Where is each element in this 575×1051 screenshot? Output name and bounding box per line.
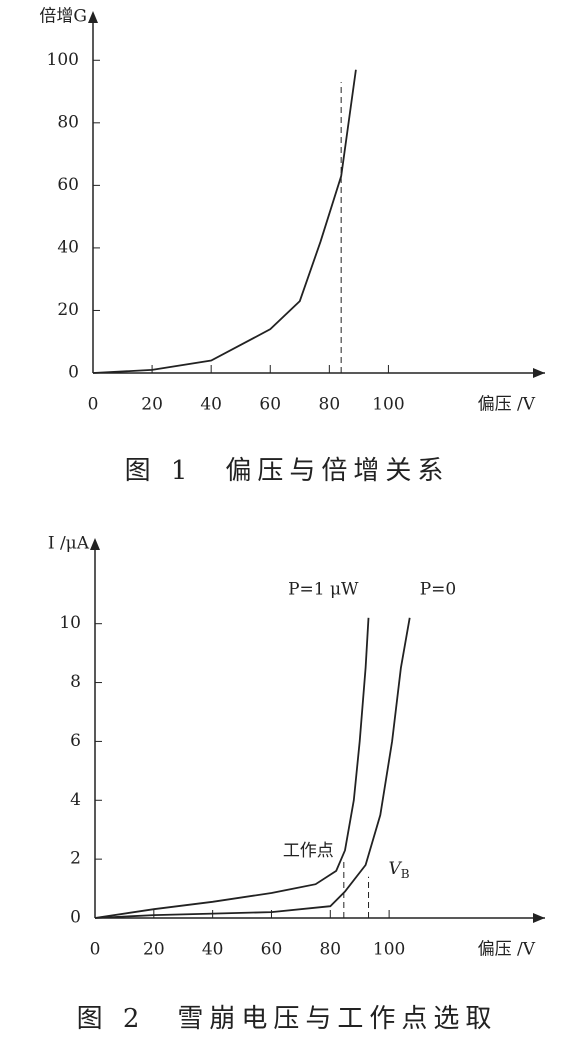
caption: 图 2 雪崩电压与工作点选取 <box>77 1004 498 1034</box>
y-tick-label: 80 <box>57 112 79 132</box>
x-tick-label: 80 <box>319 940 341 960</box>
line <box>92 69 357 374</box>
x-tick-label: 40 <box>200 395 222 415</box>
y-tick-label: 0 <box>70 908 81 928</box>
x-tick-label: 20 <box>141 395 163 415</box>
y-tick-label: 20 <box>57 300 79 320</box>
y-tick-label: 2 <box>70 849 81 869</box>
series-label: P=0 <box>420 579 457 599</box>
x-tick-label: 60 <box>259 395 281 415</box>
y-axis-label: 倍增G <box>39 7 87 27</box>
y-axis-label: I /μA <box>48 534 90 554</box>
series-label: P=1 μW <box>288 579 359 599</box>
x-tick-label: 0 <box>90 940 101 960</box>
annotation-text: V <box>389 858 403 878</box>
x-arrow <box>533 368 545 378</box>
line <box>94 617 370 919</box>
line <box>94 617 411 919</box>
x-tick-label: 60 <box>261 940 283 960</box>
caption: 图 1 偏压与倍增关系 <box>125 456 450 486</box>
y-tick-label: 8 <box>70 672 81 692</box>
x-tick-label: 100 <box>373 940 405 960</box>
x-tick-label: 20 <box>143 940 165 960</box>
y-tick-label: 100 <box>47 50 79 70</box>
x-tick-label: 80 <box>319 395 341 415</box>
annotation-sub: B <box>401 866 410 880</box>
x-tick-label: 40 <box>202 940 224 960</box>
x-axis-label: 偏压 /V <box>478 940 536 960</box>
x-tick-label: 100 <box>372 395 404 415</box>
y-arrow <box>90 538 100 550</box>
y-tick-label: 60 <box>57 175 79 195</box>
annotation-text: 工作点 <box>283 841 334 861</box>
y-tick-label: 0 <box>68 363 79 383</box>
annotation: 工作点 <box>283 841 334 861</box>
y-tick-label: 6 <box>70 731 81 751</box>
annotation: VB <box>389 858 410 880</box>
x-tick-label: 0 <box>88 395 99 415</box>
y-tick-label: 40 <box>57 237 79 257</box>
y-arrow <box>88 11 98 23</box>
x-axis-label: 偏压 /V <box>478 395 536 415</box>
y-tick-label: 4 <box>70 790 81 810</box>
x-arrow <box>533 913 545 923</box>
y-tick-label: 10 <box>59 613 81 633</box>
